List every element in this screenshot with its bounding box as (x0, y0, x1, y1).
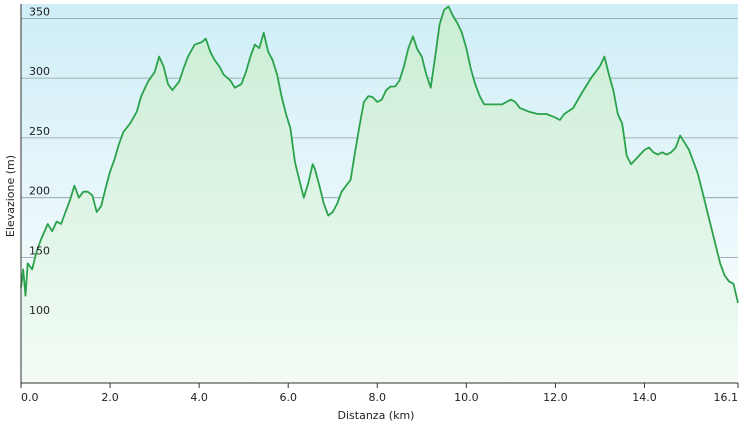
x-axis-title: Distanza (km) (338, 409, 415, 422)
y-axis-ticks: 100 150 200 250 300 350 (29, 5, 50, 317)
y-tick-label: 150 (29, 244, 50, 257)
x-tick-label: 0.0 (21, 391, 39, 404)
elevation-profile-line (20, 5, 739, 304)
y-tick-label: 300 (29, 65, 50, 78)
x-axis-ticks: 0.0 2.0 4.0 6.0 8.0 10.0 12.0 14.0 16.1 (20, 383, 739, 404)
x-tick-label: 10.0 (454, 391, 479, 404)
x-tick-label: 12.0 (543, 391, 568, 404)
y-tick-label: 100 (29, 304, 50, 317)
elevation-area-fill (21, 6, 738, 384)
y-tick-label: 350 (29, 5, 50, 18)
x-tick-label: 16.1 (714, 391, 739, 404)
x-tick-label: 4.0 (190, 391, 208, 404)
y-tick-label: 200 (29, 185, 50, 198)
x-tick-label: 6.0 (279, 391, 297, 404)
x-tick-label: 14.0 (632, 391, 657, 404)
axes (20, 4, 738, 384)
x-tick-label: 2.0 (101, 391, 119, 404)
y-axis-title: Elevazione (m) (4, 155, 17, 237)
y-tick-label: 250 (29, 125, 50, 138)
x-tick-label: 8.0 (369, 391, 387, 404)
